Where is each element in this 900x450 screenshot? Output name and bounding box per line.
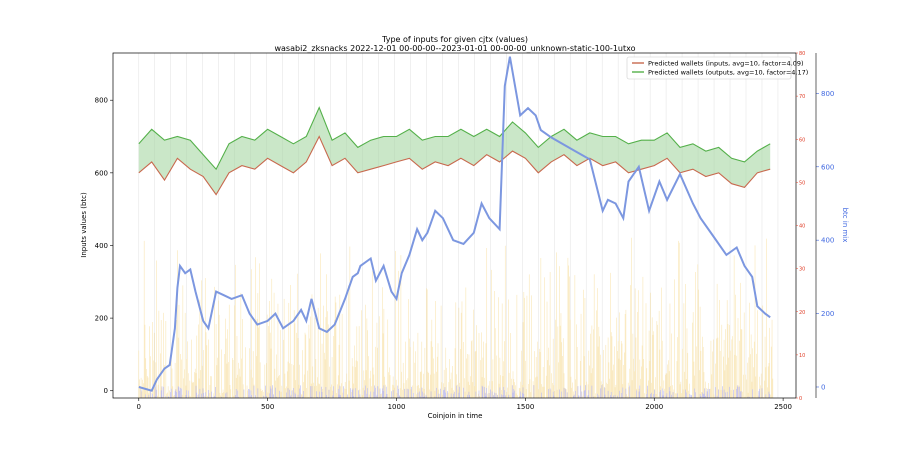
fill-between-area <box>138 107 771 195</box>
x-tick-label: 2000 <box>645 403 663 411</box>
y-tick-label: 400 <box>95 242 108 250</box>
inputs-line <box>138 135 771 196</box>
inner-right-tick-label: 10 <box>799 353 805 359</box>
chart-title: Type of inputs for given cjtx (values) <box>381 35 528 44</box>
x-tick-label: 2500 <box>774 403 792 411</box>
outer-right-tick-label: 800 <box>821 90 834 98</box>
inner-right-tick-label: 60 <box>799 137 805 143</box>
inner-right-tick-label: 80 <box>799 51 805 57</box>
y-tick-label: 200 <box>95 315 108 323</box>
x-tick-label: 1000 <box>388 403 406 411</box>
outer-right-tick-label: 0 <box>821 383 825 391</box>
legend-label-outputs: Predicted wallets (outputs, avg=10, fact… <box>648 69 808 77</box>
chart-subtitle: wasabi2_zksnacks 2022-12-01 00-00-00--20… <box>274 44 635 53</box>
inner-right-tick-label: 20 <box>799 310 805 316</box>
x-axis-label: Coinjoin in time <box>428 412 483 420</box>
btc-in-mix-line <box>138 56 771 392</box>
inner-right-axis-ticks: 0 10 20 30 40 50 60 70 80 <box>796 51 805 402</box>
x-tick-label: 1500 <box>516 403 534 411</box>
outer-right-axis-ticks: 0 200 400 600 800 <box>816 90 834 391</box>
volume-bars <box>138 237 774 398</box>
inner-right-tick-label: 0 <box>799 396 802 402</box>
outer-right-tick-label: 400 <box>821 237 834 245</box>
inner-right-tick-label: 40 <box>799 224 805 230</box>
inner-right-tick-label: 50 <box>799 180 805 186</box>
inner-right-tick-label: 70 <box>799 94 805 100</box>
y-tick-label: 0 <box>104 387 108 395</box>
x-axis-ticks: 0 500 1000 1500 2000 2500 <box>137 398 792 411</box>
y-tick-label: 800 <box>95 97 108 105</box>
y-axis-ticks: 0 200 400 600 800 <box>95 97 113 395</box>
x-tick-label: 500 <box>261 403 274 411</box>
inner-right-tick-label: 30 <box>799 267 805 273</box>
y-axis-label: Inputs values (btc) <box>80 192 88 258</box>
x-tick-label: 0 <box>137 403 141 411</box>
outer-right-tick-label: 600 <box>821 163 834 171</box>
right-axis-label: btc in mix <box>841 208 849 243</box>
outer-right-tick-label: 200 <box>821 310 834 318</box>
y-tick-label: 600 <box>95 169 108 177</box>
legend: Predicted wallets (inputs, avg=10, facto… <box>626 56 808 80</box>
outputs-line <box>138 106 771 171</box>
legend-label-inputs: Predicted wallets (inputs, avg=10, facto… <box>648 60 804 68</box>
legend-box <box>626 56 792 80</box>
